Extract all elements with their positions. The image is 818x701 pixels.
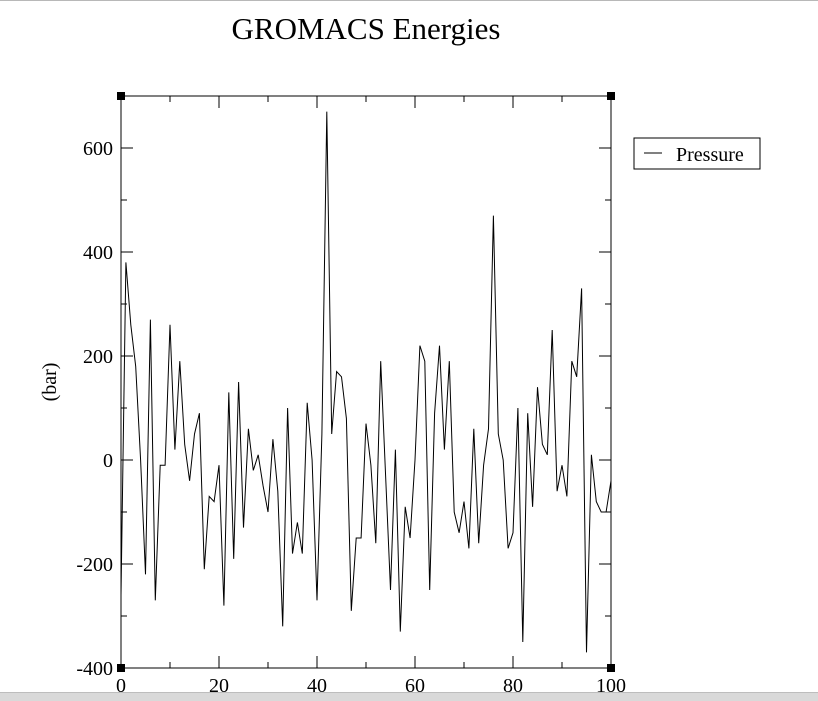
y-tick-label: 400 xyxy=(83,242,113,264)
x-tick-label: 20 xyxy=(209,675,229,693)
plot-frame xyxy=(120,95,612,669)
x-tick-label: 0 xyxy=(116,675,126,693)
x-tick-label: 100 xyxy=(596,675,626,693)
y-tick-label: -200 xyxy=(76,554,113,576)
y-tick-label: 200 xyxy=(83,346,113,368)
y-tick-label: 600 xyxy=(83,138,113,160)
y-axis-label: (bar) xyxy=(39,363,61,402)
legend: Pressure xyxy=(633,137,761,170)
x-tick-label: 80 xyxy=(503,675,523,693)
window-bottom-bar xyxy=(0,692,818,701)
series-line-pressure xyxy=(120,111,612,653)
chart-title: GROMACS Energies xyxy=(232,11,501,46)
selection-handle xyxy=(607,92,615,100)
x-tick-label: 40 xyxy=(307,675,327,693)
y-tick-label: 0 xyxy=(103,450,113,472)
selection-handle xyxy=(607,664,615,672)
selection-handle xyxy=(117,92,125,100)
y-tick-label: -400 xyxy=(76,658,113,680)
legend-label-pressure: Pressure xyxy=(676,144,744,166)
x-tick-label: 60 xyxy=(405,675,425,693)
selection-handle xyxy=(117,664,125,672)
